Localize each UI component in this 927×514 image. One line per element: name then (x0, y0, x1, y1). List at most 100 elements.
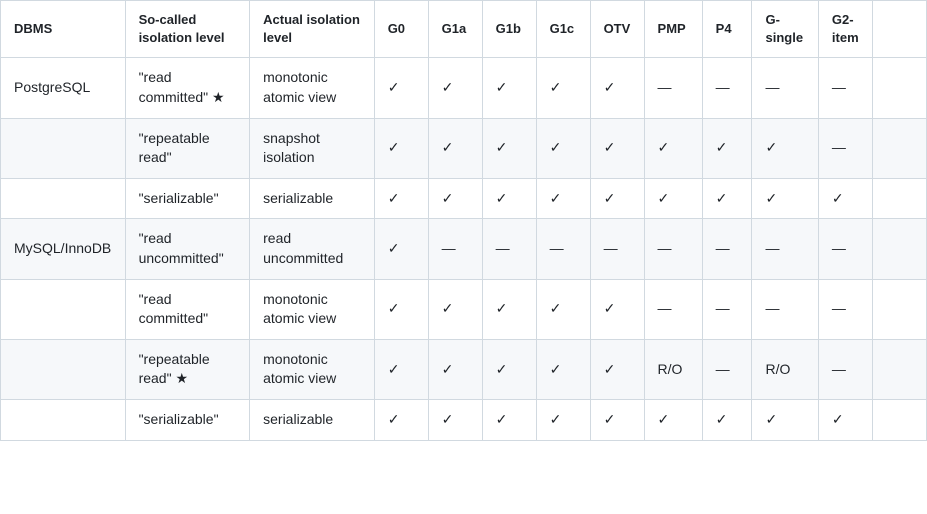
col-otv: OTV (590, 1, 644, 58)
cell-otv: ✓ (590, 58, 644, 118)
table-body: PostgreSQL "read committed" ★ monotonic … (1, 58, 927, 440)
cell-dbms (1, 178, 126, 219)
col-dbms: DBMS (1, 1, 126, 58)
cell-ov (872, 118, 926, 178)
table-row: MySQL/InnoDB "read uncommitted" read unc… (1, 219, 927, 279)
cell-actual: read uncommitted (250, 219, 375, 279)
cell-g2i: — (818, 339, 872, 399)
cell-p4: ✓ (702, 399, 752, 440)
cell-g1b: ✓ (482, 178, 536, 219)
col-actual: Actual isolation level (250, 1, 375, 58)
cell-pmp: ✓ (644, 118, 702, 178)
cell-ov (872, 279, 926, 339)
table-container: DBMS So-called isolation level Actual is… (0, 0, 927, 514)
cell-g0: ✓ (374, 118, 428, 178)
cell-otv: ✓ (590, 178, 644, 219)
cell-dbms (1, 279, 126, 339)
table-row: "serializable" serializable ✓ ✓ ✓ ✓ ✓ ✓ … (1, 399, 927, 440)
cell-so: "read uncommitted" (125, 219, 250, 279)
cell-g1a: ✓ (428, 178, 482, 219)
cell-g1c: ✓ (536, 399, 590, 440)
cell-pmp: ✓ (644, 178, 702, 219)
cell-g1a: ✓ (428, 58, 482, 118)
table-row: "serializable" serializable ✓ ✓ ✓ ✓ ✓ ✓ … (1, 178, 927, 219)
cell-g1a: ✓ (428, 279, 482, 339)
table-head: DBMS So-called isolation level Actual is… (1, 1, 927, 58)
cell-gs: ✓ (752, 178, 818, 219)
cell-pmp: — (644, 279, 702, 339)
cell-dbms: PostgreSQL (1, 58, 126, 118)
cell-ov (872, 58, 926, 118)
col-g1c: G1c (536, 1, 590, 58)
cell-g2i: — (818, 219, 872, 279)
cell-g0: ✓ (374, 399, 428, 440)
cell-so: "repeatable read" ★ (125, 339, 250, 399)
cell-ov (872, 178, 926, 219)
cell-otv: ✓ (590, 118, 644, 178)
cell-gs: ✓ (752, 399, 818, 440)
cell-so: "read committed" (125, 279, 250, 339)
cell-ov (872, 339, 926, 399)
cell-p4: ✓ (702, 178, 752, 219)
cell-p4: — (702, 339, 752, 399)
isolation-levels-table: DBMS So-called isolation level Actual is… (0, 0, 927, 441)
cell-pmp: R/O (644, 339, 702, 399)
col-p4: P4 (702, 1, 752, 58)
cell-dbms (1, 339, 126, 399)
cell-g1c: — (536, 219, 590, 279)
cell-ov (872, 219, 926, 279)
cell-p4: ✓ (702, 118, 752, 178)
table-row: "repeatable read" ★ monotonic atomic vie… (1, 339, 927, 399)
cell-ov (872, 399, 926, 440)
cell-actual: monotonic atomic view (250, 58, 375, 118)
cell-so: "serializable" (125, 399, 250, 440)
cell-otv: ✓ (590, 279, 644, 339)
cell-dbms: MySQL/InnoDB (1, 219, 126, 279)
table-row: PostgreSQL "read committed" ★ monotonic … (1, 58, 927, 118)
cell-dbms (1, 399, 126, 440)
col-so: So-called isolation level (125, 1, 250, 58)
cell-actual: serializable (250, 178, 375, 219)
cell-p4: — (702, 279, 752, 339)
col-pmp: PMP (644, 1, 702, 58)
cell-p4: — (702, 219, 752, 279)
cell-p4: — (702, 58, 752, 118)
cell-g0: ✓ (374, 339, 428, 399)
cell-so: "read committed" ★ (125, 58, 250, 118)
cell-g0: ✓ (374, 58, 428, 118)
cell-gs: ✓ (752, 118, 818, 178)
cell-g1a: ✓ (428, 399, 482, 440)
cell-g1a: ✓ (428, 118, 482, 178)
cell-g2i: — (818, 58, 872, 118)
cell-gs: — (752, 219, 818, 279)
cell-g1b: ✓ (482, 339, 536, 399)
cell-g1c: ✓ (536, 178, 590, 219)
cell-otv: ✓ (590, 339, 644, 399)
cell-gs: — (752, 279, 818, 339)
cell-g1b: ✓ (482, 399, 536, 440)
cell-g1c: ✓ (536, 58, 590, 118)
cell-actual: serializable (250, 399, 375, 440)
cell-g1a: ✓ (428, 339, 482, 399)
cell-g1b: ✓ (482, 279, 536, 339)
cell-gs: R/O (752, 339, 818, 399)
cell-g0: ✓ (374, 219, 428, 279)
cell-g1c: ✓ (536, 279, 590, 339)
table-row: "repeatable read" snapshot isolation ✓ ✓… (1, 118, 927, 178)
cell-actual: monotonic atomic view (250, 339, 375, 399)
cell-g1a: — (428, 219, 482, 279)
cell-actual: snapshot isolation (250, 118, 375, 178)
cell-g1c: ✓ (536, 118, 590, 178)
cell-g1b: ✓ (482, 118, 536, 178)
cell-g2i: ✓ (818, 399, 872, 440)
table-row: "read committed" monotonic atomic view ✓… (1, 279, 927, 339)
cell-pmp: — (644, 219, 702, 279)
col-gsingle: G-single (752, 1, 818, 58)
cell-gs: — (752, 58, 818, 118)
col-g1b: G1b (482, 1, 536, 58)
cell-pmp: ✓ (644, 399, 702, 440)
cell-g2i: — (818, 118, 872, 178)
col-g2item: G2-item (818, 1, 872, 58)
cell-g1b: — (482, 219, 536, 279)
col-g1a: G1a (428, 1, 482, 58)
